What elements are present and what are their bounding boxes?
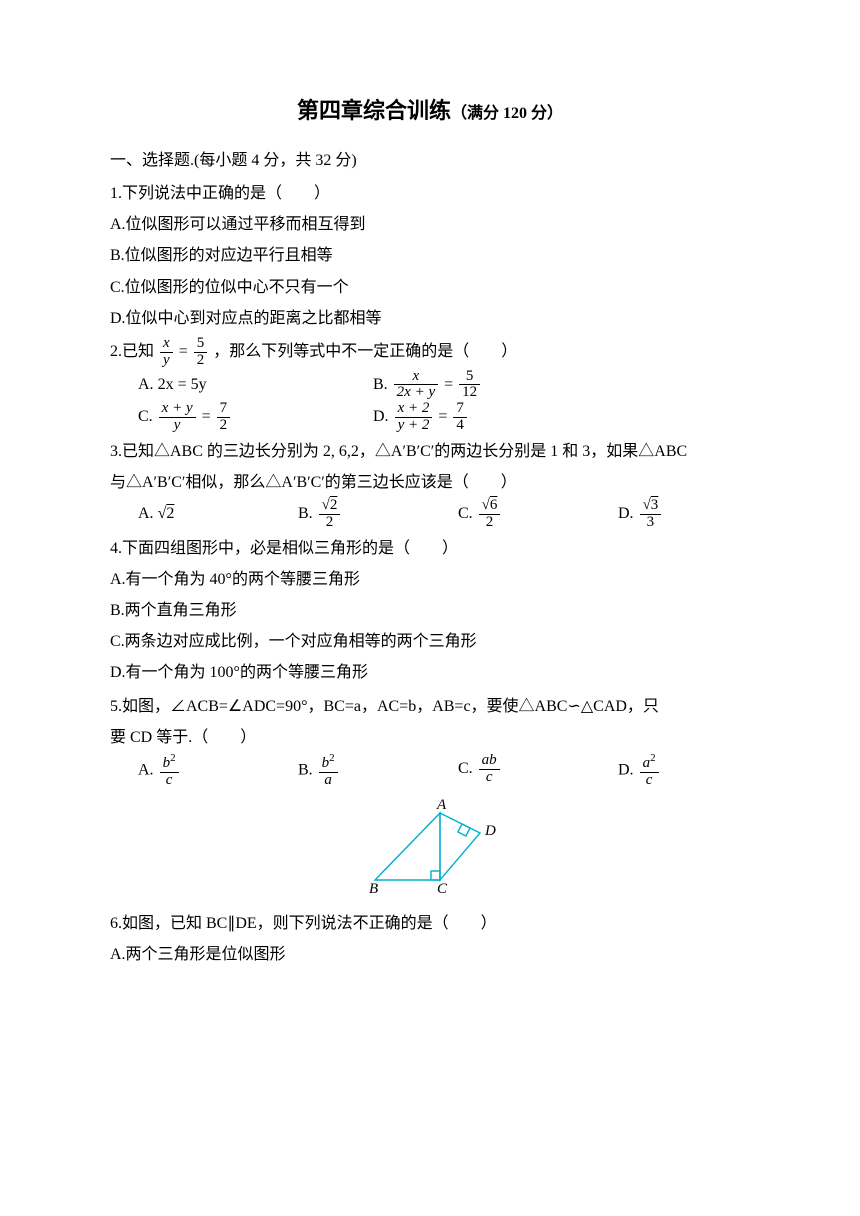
q1-opt-b: B.位似图形的对应边平行且相等 xyxy=(110,240,750,271)
q3-opt-d: D. √33 xyxy=(618,498,778,531)
q4-opt-d: D.有一个角为 100°的两个等腰三角形 xyxy=(110,657,750,688)
q3-options: A. √2 B. √22 C. √62 D. √33 xyxy=(110,498,750,531)
q2-a-label: A. xyxy=(138,376,154,393)
q3-d-num: 3 xyxy=(651,498,659,514)
q5-c-label: C. xyxy=(458,760,473,777)
q2-b-rden: 12 xyxy=(459,385,480,401)
q2-c-den: y xyxy=(159,418,196,434)
q2-rhs-num: 5 xyxy=(194,336,208,353)
q3-b-label: B. xyxy=(298,505,313,522)
title-sub: （满分 120 分） xyxy=(451,105,563,122)
q5-b-den: a xyxy=(319,773,338,789)
q5-c-num: ab xyxy=(479,753,500,770)
q5-a-num: b xyxy=(163,755,171,771)
question-3: 3.已知△ABC 的三边长分别为 2, 6,2，△A′B′C′的两边长分别是 1… xyxy=(110,436,750,531)
dia-label-b: B xyxy=(369,881,378,895)
q5-d-sup: 2 xyxy=(650,752,656,764)
q5-a-den: c xyxy=(160,773,179,789)
q1-opt-c: C.位似图形的位似中心不只有一个 xyxy=(110,272,750,303)
q2-b-rnum: 5 xyxy=(459,369,480,386)
q5-options: A. b2c B. b2a C. abc D. a2c xyxy=(110,753,750,789)
q2-opt-b: B. x2x + y = 512 xyxy=(373,369,608,402)
q2-d-num: x + 2 xyxy=(395,401,433,418)
q5-d-label: D. xyxy=(618,761,634,778)
q2-c-num: x + y xyxy=(159,401,196,418)
q1-opt-d: D.位似中心到对应点的距离之比都相等 xyxy=(110,303,750,334)
q2-d-rnum: 7 xyxy=(453,401,467,418)
q5-line1: 5.如图，∠ACB=∠ADC=90°，BC=a，AC=b，AB=c，要使△ABC… xyxy=(110,691,750,722)
q3-c-den: 2 xyxy=(479,515,501,531)
q5-line2: 要 CD 等于.（ ） xyxy=(110,722,750,753)
q2-c-label: C. xyxy=(138,408,153,425)
q2-lhs-num: x xyxy=(160,336,173,353)
q4-opt-a: A.有一个角为 40°的两个等腰三角形 xyxy=(110,564,750,595)
q3-d-den: 3 xyxy=(640,515,662,531)
q5-opt-b: B. b2a xyxy=(298,753,458,789)
dia-label-a: A xyxy=(436,797,447,813)
q3-a-val: 2 xyxy=(166,498,174,529)
q2-c-rden: 2 xyxy=(217,418,231,434)
q5-diagram: A D B C xyxy=(110,795,750,906)
dia-label-c: C xyxy=(437,881,448,895)
q6-stem: 6.如图，已知 BC∥DE，则下列说法不正确的是（ ） xyxy=(110,908,750,939)
q3-b-den: 2 xyxy=(319,515,341,531)
page-title: 第四章综合训练（满分 120 分） xyxy=(110,90,750,133)
q3-c-label: C. xyxy=(458,505,473,522)
q2-rhs-den: 2 xyxy=(194,353,208,369)
q5-a-label: A. xyxy=(138,761,154,778)
q2-b-num: x xyxy=(394,369,438,386)
question-6: 6.如图，已知 BC∥DE，则下列说法不正确的是（ ） A.两个三角形是位似图形 xyxy=(110,908,750,970)
q2-opt-d: D. x + 2y + 2 = 74 xyxy=(373,401,608,434)
q2-c-rnum: 7 xyxy=(217,401,231,418)
q2-row2: C. x + yy = 72 D. x + 2y + 2 = 74 xyxy=(110,401,750,434)
q6-opt-a: A.两个三角形是位似图形 xyxy=(110,939,750,970)
q3-opt-c: C. √62 xyxy=(458,498,618,531)
q2-prefix: 2.已知 xyxy=(110,343,154,360)
q5-opt-a: A. b2 c xyxy=(138,753,298,789)
q3-b-num: 2 xyxy=(330,498,338,514)
title-main: 第四章综合训练 xyxy=(297,98,451,123)
q2-a-expr: 2x = 5y xyxy=(158,376,207,393)
q3-line2: 与△A′B′C′相似，那么△A′B′C′的第三边长应该是（ ） xyxy=(110,467,750,498)
q5-d-num: a xyxy=(643,755,651,771)
q3-c-num: 6 xyxy=(490,498,498,514)
q5-opt-d: D. a2 c xyxy=(618,753,778,789)
q5-c-den: c xyxy=(479,770,500,786)
q2-row1: A. 2x = 5y B. x2x + y = 512 xyxy=(110,369,750,402)
q3-opt-a: A. √2 xyxy=(138,498,298,531)
q2-d-rden: 4 xyxy=(453,418,467,434)
q2-d-label: D. xyxy=(373,408,389,425)
q2-opt-a: A. 2x = 5y xyxy=(138,369,373,402)
q1-stem: 1.下列说法中正确的是（ ） xyxy=(110,178,750,209)
q2-lhs-den: y xyxy=(160,353,173,369)
q4-stem: 4.下面四组图形中，必是相似三角形的是（ ） xyxy=(110,533,750,564)
question-4: 4.下面四组图形中，必是相似三角形的是（ ） A.有一个角为 40°的两个等腰三… xyxy=(110,533,750,689)
q4-opt-c: C.两条边对应成比例，一个对应角相等的两个三角形 xyxy=(110,626,750,657)
question-1: 1.下列说法中正确的是（ ） A.位似图形可以通过平移而相互得到 B.位似图形的… xyxy=(110,178,750,334)
q5-b-label: B. xyxy=(298,761,313,778)
q3-opt-b: B. √22 xyxy=(298,498,458,531)
q2-suffix: ，那么下列等式中不一定正确的是（ ） xyxy=(213,343,517,360)
q5-d-den: c xyxy=(640,773,659,789)
question-5: 5.如图，∠ACB=∠ADC=90°，BC=a，AC=b，AB=c，要使△ABC… xyxy=(110,691,750,906)
q3-d-label: D. xyxy=(618,505,634,522)
question-2: 2.已知 xy = 52 ，那么下列等式中不一定正确的是（ ） A. 2x = … xyxy=(110,336,750,434)
q2-b-den: 2x + y xyxy=(394,385,438,401)
q2-stem: 2.已知 xy = 52 ，那么下列等式中不一定正确的是（ ） xyxy=(110,336,750,369)
q2-opt-c: C. x + yy = 72 xyxy=(138,401,373,434)
dia-label-d: D xyxy=(484,823,496,839)
q2-d-den: y + 2 xyxy=(395,418,433,434)
q2-b-label: B. xyxy=(373,376,388,393)
q1-opt-a: A.位似图形可以通过平移而相互得到 xyxy=(110,209,750,240)
triangle-diagram-icon: A D B C xyxy=(345,795,515,895)
q5-a-sup: 2 xyxy=(170,752,176,764)
q4-opt-b: B.两个直角三角形 xyxy=(110,595,750,626)
q3-line1: 3.已知△ABC 的三边长分别为 2, 6,2，△A′B′C′的两边长分别是 1… xyxy=(110,436,750,467)
q5-opt-c: C. abc xyxy=(458,753,618,789)
section-1-heading: 一、选择题.(每小题 4 分，共 32 分) xyxy=(110,145,750,176)
q5-b-sup: 2 xyxy=(329,752,335,764)
q3-a-label: A. xyxy=(138,505,154,522)
